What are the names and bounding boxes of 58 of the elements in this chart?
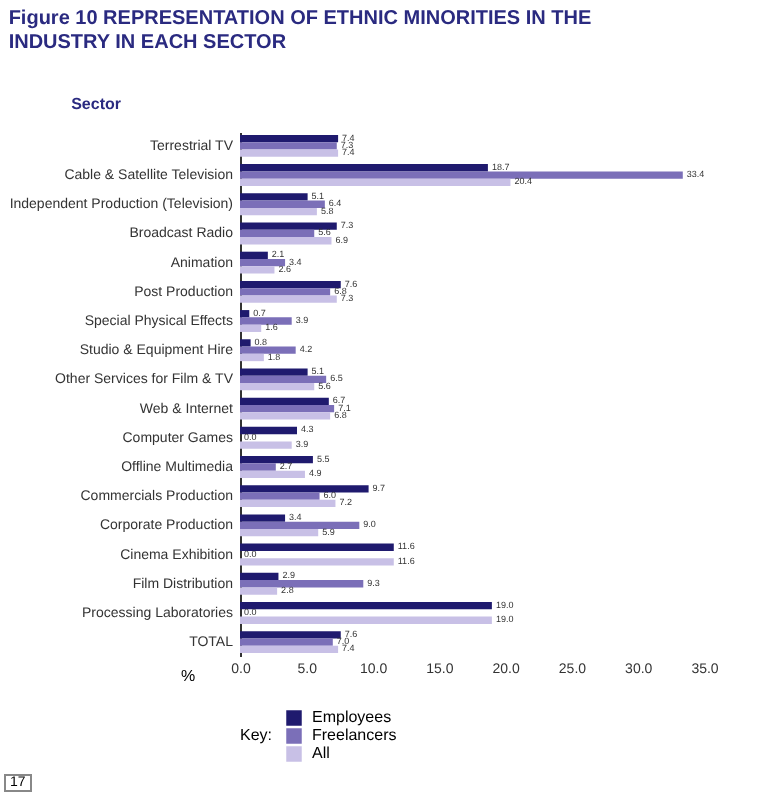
y-axis-title: Sector — [71, 95, 121, 113]
bar — [240, 178, 511, 187]
chart-title: Figure 10 REPRESENTATION OF ETHNIC MINORITIES IN THE INDUSTRY IN EACH SECTOR — [8, 8, 592, 54]
bar — [240, 375, 327, 384]
bar — [240, 645, 339, 654]
bar — [240, 200, 325, 208]
bar — [240, 638, 333, 646]
bar — [240, 317, 292, 325]
bar — [240, 529, 319, 537]
bar — [240, 383, 315, 391]
bar — [240, 353, 264, 362]
bar — [240, 492, 320, 500]
bar — [240, 499, 336, 508]
bar — [240, 207, 317, 216]
bar — [240, 251, 268, 259]
bar — [240, 580, 364, 588]
bar — [240, 543, 394, 551]
bar — [240, 463, 276, 471]
legend-title: Key: — [240, 726, 273, 744]
bar — [240, 456, 313, 464]
bar — [240, 142, 337, 150]
bar — [240, 616, 492, 624]
legend-label: All — [312, 744, 331, 762]
bar — [240, 485, 369, 493]
bar — [240, 193, 308, 201]
bar — [240, 368, 308, 376]
bar — [240, 521, 360, 530]
bar — [240, 404, 335, 413]
bar — [240, 229, 315, 238]
bar — [240, 310, 250, 318]
bar — [240, 601, 492, 610]
bar — [240, 558, 394, 566]
bar — [240, 164, 488, 172]
bar — [240, 258, 286, 267]
bar — [240, 134, 339, 143]
bar — [240, 222, 337, 230]
bar — [240, 266, 275, 274]
bar — [240, 237, 332, 245]
bar — [240, 470, 305, 478]
bar — [240, 412, 331, 420]
legend-label: Employees — [312, 708, 392, 726]
x-axis-title: % — [181, 667, 196, 685]
legend-label: Freelancers — [312, 726, 397, 744]
bar — [240, 339, 251, 347]
bar — [240, 149, 339, 157]
bar — [240, 514, 286, 522]
bar — [240, 572, 279, 581]
bar — [240, 346, 296, 354]
bar — [240, 288, 331, 296]
bar — [240, 295, 337, 303]
bar — [240, 324, 262, 332]
bar — [240, 171, 683, 179]
bar — [240, 426, 298, 435]
bar — [240, 631, 341, 639]
bar — [240, 280, 341, 289]
bar — [240, 397, 329, 405]
bar — [240, 587, 278, 595]
bar — [240, 441, 292, 449]
